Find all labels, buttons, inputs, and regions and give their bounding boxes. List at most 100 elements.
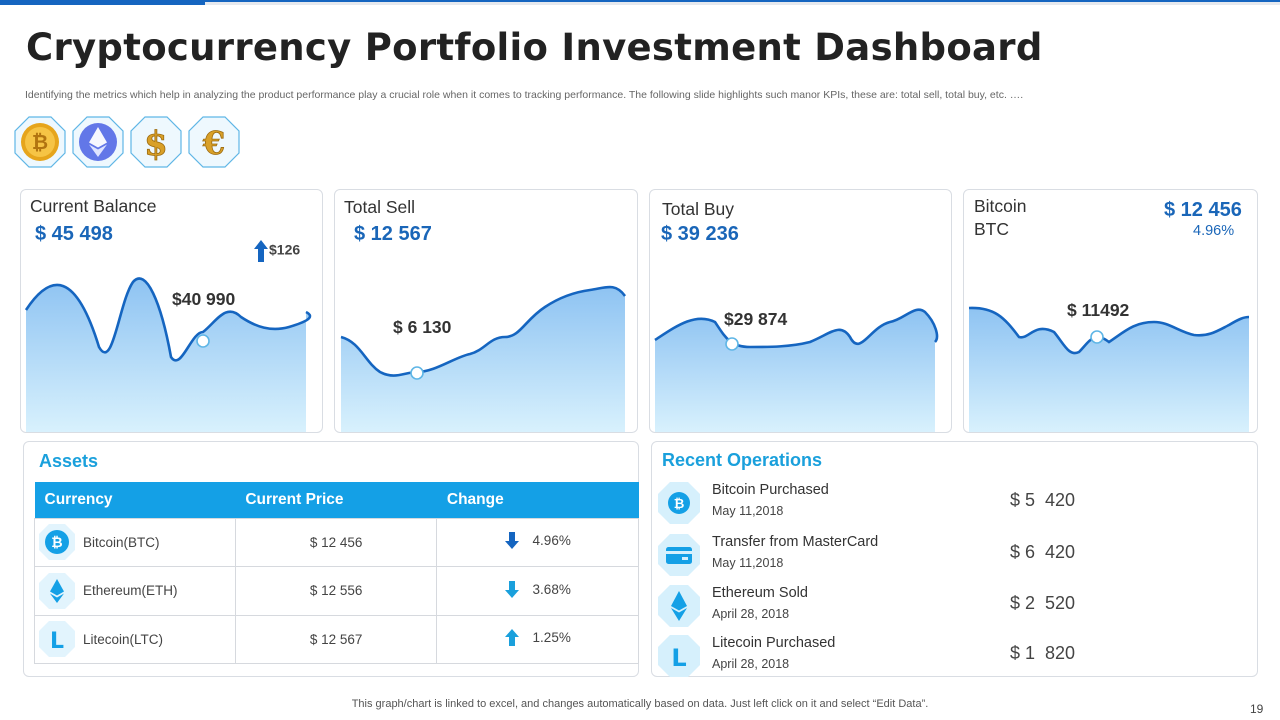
- arrow-down-icon: [504, 580, 519, 598]
- change-cell: 1.25%: [436, 614, 639, 665]
- bitcoin-label-line1: Bitcoin: [974, 196, 1027, 216]
- operation-title: Bitcoin Purchased: [712, 482, 829, 498]
- page-number: 19: [1250, 702, 1264, 716]
- dollar-coin-icon: $: [130, 116, 182, 168]
- arrow-up-icon: [254, 240, 268, 262]
- bitcoin-marker: [1090, 330, 1104, 344]
- total-sell-area: [341, 287, 625, 432]
- ethereum-coin-icon: [72, 116, 124, 168]
- current-balance-area: [26, 278, 310, 432]
- change-cell: 3.68%: [436, 566, 639, 616]
- currency-name: Litecoin(LTC): [83, 631, 164, 647]
- price-cell: $ 12 567: [234, 614, 438, 665]
- svg-text:L: L: [671, 644, 686, 672]
- recent-operations-panel: Recent Operations ₿ Bitcoin Purchased Ma…: [651, 441, 1258, 677]
- bitcoin-icon: ₿: [39, 524, 75, 561]
- svg-text:₿: ₿: [51, 535, 62, 551]
- operation-date: May 11,2018: [712, 556, 784, 570]
- top-bar: [0, 0, 1280, 5]
- current-balance-delta-value: $126: [269, 241, 301, 258]
- currency-cell: ₿ Bitcoin(BTC): [34, 517, 236, 568]
- current-balance-value: $ 45 498: [35, 223, 113, 245]
- footer-note: This graph/chart is linked to excel, and…: [351, 698, 929, 710]
- ethereum-icon: [658, 585, 700, 627]
- price-cell: $ 12 556: [234, 566, 438, 616]
- operation-title: Transfer from MasterCard: [712, 534, 879, 550]
- ethereum-icon: [39, 572, 75, 609]
- current-balance-card: Current Balance $ 45 498 $40 990: [20, 189, 323, 433]
- current-balance-marker: [196, 334, 210, 348]
- operation-title: Ethereum Sold: [712, 585, 808, 601]
- column-change: Change: [436, 482, 639, 518]
- change-cell: 4.96%: [436, 517, 639, 568]
- assets-title: Assets: [39, 451, 99, 471]
- currency-cell: L Litecoin(LTC): [34, 614, 236, 665]
- operation-date: May 11,2018: [712, 504, 784, 518]
- total-sell-card: Total Sell $ 12 567 $ 6 130: [334, 189, 638, 433]
- bitcoin-percent: 4.96%: [1193, 223, 1235, 239]
- assets-panel: Assets Currency Current Price Change ₿: [23, 441, 639, 677]
- currency-name: Bitcoin(BTC): [83, 534, 160, 550]
- page-title: Cryptocurrency Portfolio Investment Dash…: [26, 26, 1043, 69]
- assets-table-header: Currency Current Price Change: [34, 482, 639, 518]
- svg-text:L: L: [50, 629, 64, 654]
- total-buy-sparkline: [654, 308, 939, 432]
- total-buy-marker: [725, 337, 739, 351]
- table-row: ₿ Bitcoin(BTC) $ 12 456 4.96%: [34, 517, 639, 568]
- change-value: 1.25%: [532, 630, 571, 646]
- top-bar-accent: [0, 0, 205, 5]
- operation-date: April 28, 2018: [712, 657, 790, 671]
- arrow-up-icon: [504, 629, 519, 647]
- operation-amount: $ 6 420: [1010, 542, 1076, 562]
- list-item: Ethereum Sold April 28, 2018 $ 2 520: [652, 585, 1258, 635]
- operation-amount: $ 5 420: [1010, 490, 1076, 510]
- total-buy-label: Total Buy: [662, 199, 734, 219]
- total-buy-card: Total Buy $ 39 236 $29 874: [649, 189, 952, 433]
- current-balance-line: [24, 277, 312, 362]
- bitcoin-area: [969, 307, 1249, 432]
- operation-date: April 28, 2018: [712, 607, 790, 621]
- page-subtitle: Identifying the metrics which help in an…: [25, 89, 1024, 101]
- currency-cell: Ethereum(ETH): [34, 566, 236, 616]
- total-buy-value: $ 39 236: [661, 223, 739, 245]
- total-buy-line: [654, 308, 939, 349]
- total-sell-line: [340, 285, 627, 377]
- total-sell-sparkline: [340, 285, 627, 432]
- current-balance-sparkline: [24, 277, 312, 432]
- bitcoin-label-line2: BTC: [974, 219, 1009, 239]
- euro-coin-icon: €: [188, 116, 240, 168]
- change-value: 4.96%: [532, 533, 571, 549]
- svg-text:$: $: [144, 124, 168, 164]
- svg-text:€: €: [202, 124, 225, 162]
- bitcoin-sparkline: [968, 306, 1250, 432]
- credit-card-icon: [658, 534, 700, 576]
- change-value: 3.68%: [532, 581, 571, 597]
- total-buy-area: [655, 309, 937, 432]
- current-balance-delta: $126: [254, 240, 300, 262]
- bitcoin-value: $ 12 456: [1164, 199, 1242, 221]
- operation-amount: $ 1 820: [1010, 643, 1076, 663]
- bitcoin-point-label: $ 11492: [1067, 300, 1130, 320]
- total-sell-marker: [410, 366, 424, 380]
- table-row: L Litecoin(LTC) $ 12 567 1.25%: [34, 614, 639, 665]
- total-sell-label: Total Sell: [344, 197, 416, 217]
- column-currency: Currency: [34, 482, 236, 518]
- list-item: Transfer from MasterCard May 11,2018 $ 6…: [652, 534, 1258, 584]
- svg-text:₿: ₿: [32, 130, 48, 154]
- recent-operations-title: Recent Operations: [662, 450, 823, 470]
- bitcoin-icon: ₿: [658, 482, 700, 524]
- assets-table: Currency Current Price Change ₿ Bitcoin(…: [34, 482, 639, 665]
- bitcoin-line: [968, 306, 1250, 355]
- price-cell: $ 12 456: [234, 517, 438, 568]
- table-row: Ethereum(ETH) $ 12 556 3.68%: [34, 566, 639, 616]
- litecoin-icon: L: [658, 635, 700, 677]
- bitcoin-card: Bitcoin BTC $ 12 456 4.96% $ 11492: [963, 189, 1258, 433]
- litecoin-icon: L: [39, 621, 75, 658]
- list-item: ₿ Bitcoin Purchased May 11,2018 $ 5 420: [652, 482, 1258, 532]
- total-sell-value: $ 12 567: [354, 223, 432, 245]
- currency-name: Ethereum(ETH): [83, 583, 178, 599]
- current-balance-point-label: $40 990: [172, 289, 236, 309]
- current-balance-label: Current Balance: [30, 196, 157, 216]
- bitcoin-coin-icon: ₿: [14, 116, 66, 168]
- list-item: L Litecoin Purchased April 28, 2018 $ 1 …: [652, 635, 1258, 685]
